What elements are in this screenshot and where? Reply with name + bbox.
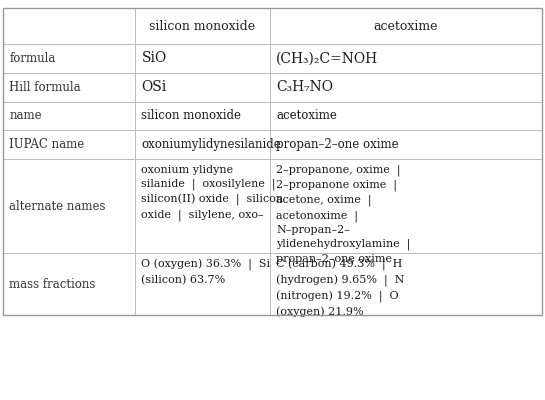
Bar bbox=[135, 8, 270, 44]
Bar bbox=[135, 159, 270, 253]
Text: silicon monoxide: silicon monoxide bbox=[149, 20, 256, 32]
Bar bbox=[135, 73, 270, 102]
Bar bbox=[3, 73, 135, 102]
Bar bbox=[3, 253, 135, 315]
Text: mass fractions: mass fractions bbox=[9, 278, 95, 291]
Bar bbox=[3, 102, 135, 130]
Text: propan–2–one oxime: propan–2–one oxime bbox=[276, 138, 399, 151]
Bar bbox=[270, 159, 542, 253]
Text: oxonium ylidyne
silanide  |  oxosilylene  |
silicon(II) oxide  |  silicon
oxide : oxonium ylidyne silanide | oxosilylene |… bbox=[142, 165, 283, 221]
Bar bbox=[135, 130, 270, 159]
Text: C (carbon) 49.3%  |  H
(hydrogen) 9.65%  |  N
(nitrogen) 19.2%  |  O
(oxygen) 21: C (carbon) 49.3% | H (hydrogen) 9.65% | … bbox=[276, 259, 405, 317]
Bar bbox=[3, 44, 135, 73]
Text: (CH₃)₂C=NOH: (CH₃)₂C=NOH bbox=[276, 51, 378, 65]
Bar bbox=[135, 102, 270, 130]
Text: name: name bbox=[9, 110, 42, 122]
Bar bbox=[135, 44, 270, 73]
Bar bbox=[3, 8, 542, 315]
Text: SiO: SiO bbox=[142, 51, 167, 65]
Bar bbox=[270, 102, 542, 130]
Text: acetoxime: acetoxime bbox=[374, 20, 438, 32]
Text: formula: formula bbox=[9, 52, 56, 65]
Text: C₃H₇NO: C₃H₇NO bbox=[276, 80, 334, 94]
Text: acetoxime: acetoxime bbox=[276, 110, 337, 122]
Text: O (oxygen) 36.3%  |  Si
(silicon) 63.7%: O (oxygen) 36.3% | Si (silicon) 63.7% bbox=[142, 259, 270, 285]
Text: alternate names: alternate names bbox=[9, 200, 106, 213]
Bar bbox=[3, 130, 135, 159]
Text: IUPAC name: IUPAC name bbox=[9, 138, 84, 151]
Bar bbox=[135, 253, 270, 315]
Text: silicon monoxide: silicon monoxide bbox=[142, 110, 241, 122]
Bar bbox=[3, 159, 135, 253]
Bar bbox=[3, 8, 135, 44]
Bar bbox=[270, 130, 542, 159]
Text: OSi: OSi bbox=[142, 80, 167, 94]
Bar bbox=[270, 8, 542, 44]
Text: Hill formula: Hill formula bbox=[9, 81, 81, 94]
Bar bbox=[270, 73, 542, 102]
Bar bbox=[270, 253, 542, 315]
Bar bbox=[270, 44, 542, 73]
Text: oxoniumylidynesilanide: oxoniumylidynesilanide bbox=[142, 138, 281, 151]
Text: 2–propanone, oxime  |
2–propanone oxime  |
acetone, oxime  |
acetonoxime  |
N–pr: 2–propanone, oxime | 2–propanone oxime |… bbox=[276, 165, 411, 264]
